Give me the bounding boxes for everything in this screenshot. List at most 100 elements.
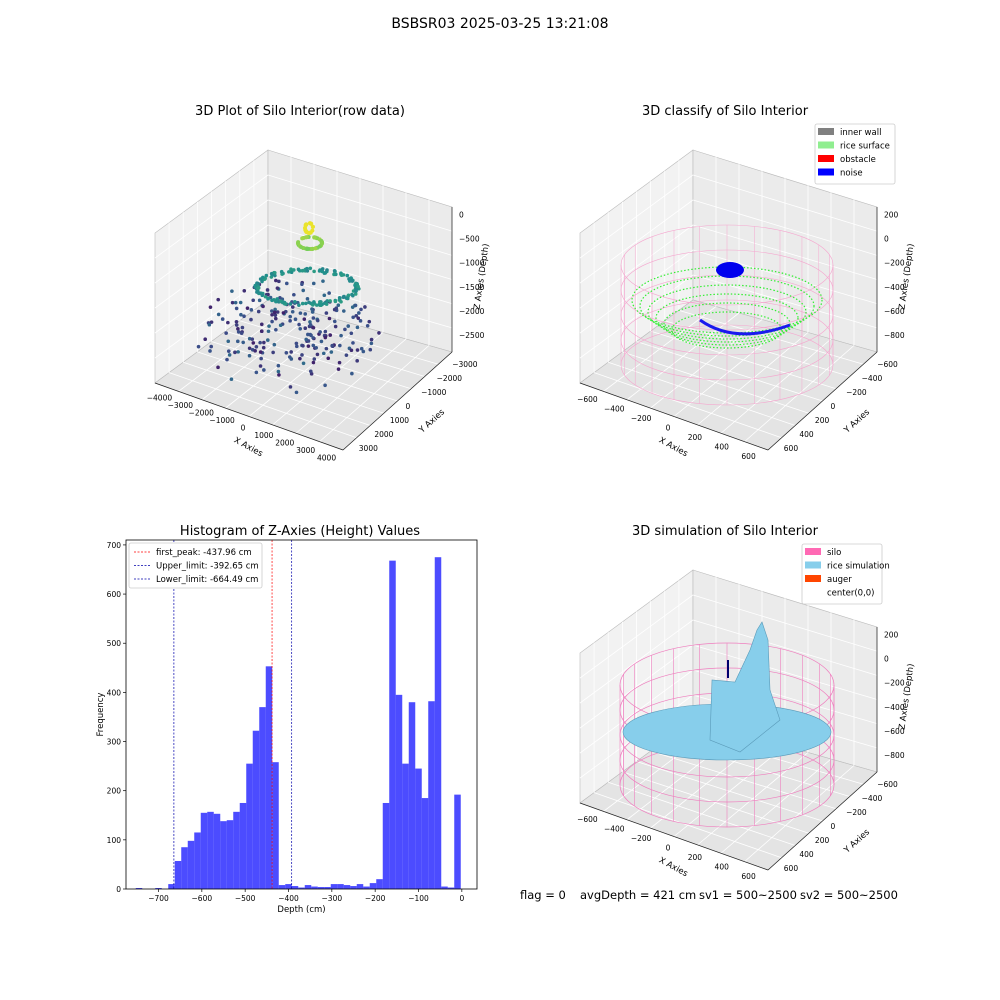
histogram-bar — [454, 794, 461, 889]
y-tick-label: 0 — [116, 885, 121, 894]
x-tick-label: 4000 — [317, 453, 336, 462]
scatter-point — [311, 343, 316, 348]
grid-line — [650, 330, 837, 390]
scatter-point — [276, 363, 281, 368]
scatter-point — [277, 373, 281, 377]
scatter-point — [354, 314, 359, 318]
scatter-point — [247, 353, 252, 358]
histogram-bar — [200, 812, 208, 889]
y-tick-label: −2000 — [437, 374, 463, 383]
x-tick-label: 2000 — [275, 438, 294, 447]
y-tick-label: 300 — [107, 738, 122, 747]
scatter-point — [234, 323, 239, 327]
scatter-point — [328, 299, 332, 303]
scatter-point — [312, 269, 316, 274]
y-axis-label: Frequency — [96, 693, 106, 737]
scatter-point — [310, 307, 314, 311]
histogram-bar — [330, 884, 338, 889]
grid-line — [154, 199, 269, 284]
y-tick-label: 200 — [107, 787, 122, 796]
scatter-point — [350, 371, 354, 376]
z-tick-label: 0 — [884, 654, 889, 663]
grid-line — [692, 274, 878, 329]
scatter-point — [303, 225, 308, 230]
scatter-point — [236, 350, 240, 354]
scatter-point — [253, 283, 258, 288]
scatter-point — [278, 323, 283, 328]
scatter-point — [196, 344, 201, 349]
raw-plot-title: 3D Plot of Silo Interior(row data) — [195, 104, 405, 119]
x-tick-label: 400 — [715, 443, 730, 452]
grid-line — [720, 758, 832, 854]
scatter-point — [281, 311, 286, 315]
z-axis-label: Z Axies (Depth) — [897, 243, 916, 310]
y-tick-label: −600 — [877, 360, 898, 369]
z-tick-label: −2500 — [459, 331, 485, 340]
scatter-point — [208, 349, 212, 353]
scatter-point — [323, 335, 328, 340]
avg-depth-text: avgDepth = 421 cm — [580, 888, 697, 902]
scatter-point — [323, 329, 328, 334]
scatter-point — [288, 314, 293, 319]
histogram-bar — [382, 802, 390, 889]
y-tick-label: 200 — [815, 836, 830, 845]
rice-surface-ring — [671, 311, 783, 349]
scatter-point — [304, 229, 309, 234]
scatter-point — [270, 298, 274, 303]
scatter-point — [301, 361, 306, 366]
grid-line — [225, 330, 412, 390]
x-tick-label: −500 — [235, 894, 256, 903]
scatter-point — [319, 339, 324, 344]
scatter-point — [334, 306, 339, 310]
rice-surface-ring — [655, 293, 799, 343]
histogram-bar — [187, 840, 195, 889]
scatter-point — [349, 276, 353, 280]
scatter-point — [315, 352, 320, 357]
scatter-point — [298, 311, 303, 315]
grid-line — [744, 345, 855, 442]
scatter-point — [238, 300, 243, 305]
scatter-point — [254, 370, 259, 375]
x-axis-label: X Axies — [657, 856, 690, 880]
scatter-point — [302, 317, 307, 321]
simulation-legend — [801, 543, 883, 605]
scatter-point — [333, 271, 337, 276]
histogram-bar — [389, 560, 396, 889]
scatter-point — [308, 320, 312, 324]
grid-line — [579, 174, 694, 259]
histogram-bar — [265, 666, 273, 889]
flag-text: flag = 0 — [520, 888, 566, 902]
scatter-point — [338, 343, 342, 348]
y-tick-label: 600 — [107, 590, 122, 599]
classify-legend-swatch — [818, 155, 834, 162]
scatter-point — [355, 325, 360, 330]
scatter-point — [324, 302, 329, 306]
histogram-bar — [363, 886, 370, 889]
scatter-point — [365, 324, 370, 328]
z-tick-label: −1500 — [459, 283, 485, 292]
histogram-bar — [447, 887, 455, 889]
classify-plot-title: 3D classify of Silo Interior — [641, 104, 809, 119]
scatter-point — [269, 271, 274, 276]
scatter-point — [257, 298, 262, 303]
wall-ring — [620, 299, 834, 381]
grid-line — [319, 345, 430, 442]
scatter-point — [256, 289, 260, 294]
scatter-point — [328, 333, 333, 337]
scatter-point — [224, 331, 228, 335]
z-tick-label: 0 — [459, 210, 464, 219]
scatter-point — [363, 305, 367, 309]
histogram-bar — [213, 813, 221, 889]
grid-line — [636, 341, 823, 402]
scatter-point — [291, 268, 296, 272]
scatter-point — [325, 268, 329, 272]
histogram-bar — [317, 887, 325, 889]
x-tick-label: −100 — [408, 894, 429, 903]
scatter-point — [305, 246, 310, 251]
histogram-bar — [402, 763, 409, 889]
scatter-point — [256, 286, 260, 291]
x-tick-label: 400 — [715, 863, 730, 872]
scatter-point — [305, 297, 310, 301]
scatter-point — [276, 369, 281, 374]
scatter-point — [290, 309, 295, 314]
